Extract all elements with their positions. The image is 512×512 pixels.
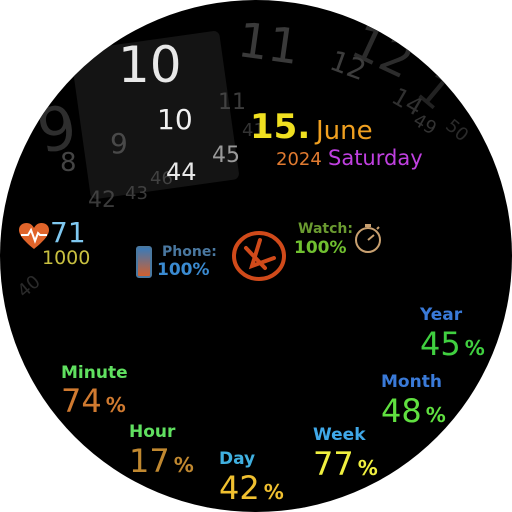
hour-big: 10: [118, 36, 182, 94]
phone-label: Phone:: [162, 244, 217, 260]
minute-display: 44: [166, 158, 197, 186]
week-progress-unit: %: [357, 456, 378, 480]
day-progress-unit: %: [263, 480, 284, 504]
minute-progress-value: 74: [61, 382, 102, 420]
dial-number: 12: [325, 43, 371, 88]
year-progress-label: Year: [420, 305, 463, 325]
dial-number: 50: [441, 115, 473, 147]
week-progress-value: 77: [313, 445, 354, 483]
dial-number: 42: [88, 188, 116, 213]
year-progress: 45%: [420, 328, 485, 360]
month-progress-label: Month: [381, 372, 442, 392]
month-progress-unit: %: [425, 403, 446, 427]
hour-display: 10: [157, 103, 193, 136]
heart-icon: [18, 222, 50, 253]
date-year: 2024: [276, 149, 322, 170]
date-day: 15.: [250, 107, 311, 147]
minute-progress-unit: %: [105, 393, 126, 417]
second-display: 45: [212, 143, 240, 168]
hour-progress-value: 17: [129, 442, 170, 480]
minute-progress-label: Minute: [61, 363, 128, 383]
watch-battery-value: 100%: [294, 238, 347, 258]
month-progress-value: 48: [381, 392, 422, 430]
dial-number: 8: [60, 148, 77, 178]
dial-number: 9: [110, 127, 128, 160]
day-progress-value: 42: [219, 469, 260, 507]
dial-number: 11: [218, 90, 246, 115]
phone-battery-value: 100%: [157, 260, 210, 280]
heart-rate-value: 71: [50, 216, 86, 249]
dial-number: 11: [234, 12, 303, 76]
year-progress-unit: %: [464, 336, 485, 360]
dial-number: 43: [125, 183, 148, 204]
hour-progress-label: Hour: [129, 422, 176, 442]
hour-progress: 17%: [129, 445, 194, 477]
day-progress-label: Day: [219, 449, 256, 469]
date-month: June: [316, 116, 373, 146]
hour-progress-unit: %: [173, 453, 194, 477]
date-weekday: Saturday: [328, 146, 423, 170]
steps-value: 1000: [42, 247, 91, 269]
week-progress-label: Week: [313, 425, 366, 445]
dial-number: 41: [242, 120, 265, 141]
year-progress-value: 45: [420, 325, 461, 363]
week-progress: 77%: [313, 448, 378, 480]
minute-progress: 74%: [61, 385, 126, 417]
month-progress: 48%: [381, 395, 446, 427]
day-progress: 42%: [219, 472, 284, 504]
brand-logo-icon: [230, 228, 288, 287]
dial-number: 40: [13, 271, 45, 303]
phone-battery-icon: [136, 246, 152, 278]
dial-number: 46: [150, 168, 173, 189]
stopwatch-icon: [352, 222, 384, 257]
watch-label: Watch:: [298, 221, 353, 237]
